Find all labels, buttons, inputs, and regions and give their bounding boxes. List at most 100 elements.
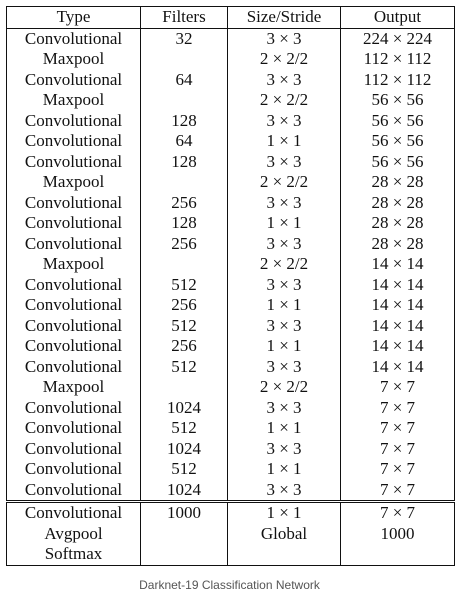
cell-filters: 1024 — [140, 479, 228, 502]
cell-output: 224 × 224 — [340, 28, 455, 49]
cell-filters: 64 — [140, 131, 228, 152]
cell-size-stride: 3 × 3 — [227, 397, 341, 418]
cell-output: 56 × 56 — [340, 151, 455, 172]
cell-size-stride: 3 × 3 — [227, 233, 341, 254]
cell-output — [340, 544, 455, 565]
cell-output: 14 × 14 — [340, 315, 455, 336]
cell-type: Convolutional — [24, 459, 123, 478]
cell-output: 14 × 14 — [340, 356, 455, 377]
architecture-table: Type Filters Size/Stride Output Convolut… — [6, 6, 455, 566]
cell-output: 28 × 28 — [340, 192, 455, 213]
cell-output: 112 × 112 — [340, 49, 455, 70]
cell-filters — [140, 49, 228, 70]
cell-size-stride: 2 × 2/2 — [227, 172, 341, 193]
table-row: Convolutional 256 3 × 3 28 × 28 — [7, 233, 455, 254]
cell-output: 7 × 7 — [340, 377, 455, 398]
table-row: Maxpool 2 × 2/2 28 × 28 — [7, 172, 455, 193]
cell-type: Convolutional — [24, 192, 123, 212]
cell-filters: 1000 — [140, 500, 228, 524]
cell-type: Convolutional — [24, 418, 123, 437]
cell-output: 56 × 56 — [340, 131, 455, 152]
table-row: Convolutional 128 1 × 1 28 × 28 — [7, 213, 455, 234]
table-row: Maxpool 2 × 2/2 56 × 56 — [7, 90, 455, 111]
table-row: Convolutional 128 3 × 3 56 × 56 — [7, 110, 455, 131]
cell-filters: 256 — [140, 233, 228, 254]
cell-output: 28 × 28 — [340, 213, 455, 234]
cell-size-stride: 1 × 1 — [227, 131, 341, 152]
cell-filters — [140, 523, 228, 544]
table-row: Maxpool 2 × 2/2 112 × 112 — [7, 49, 455, 70]
cell-size-stride: 2 × 2/2 — [227, 49, 341, 70]
cell-output: 14 × 14 — [340, 295, 455, 316]
cell-output: 7 × 7 — [340, 397, 455, 418]
cell-type: Convolutional — [24, 233, 123, 253]
cell-size-stride: 1 × 1 — [227, 336, 341, 357]
cell-type: Softmax — [44, 544, 103, 563]
cell-size-stride: Global — [227, 523, 341, 544]
cell-type: Convolutional — [24, 356, 123, 376]
cell-output: 1000 — [340, 523, 455, 544]
cell-size-stride: 3 × 3 — [227, 315, 341, 336]
cell-filters: 256 — [140, 295, 228, 316]
cell-output: 56 × 56 — [340, 110, 455, 131]
cell-filters: 128 — [140, 151, 228, 172]
cell-filters: 512 — [140, 315, 228, 336]
cell-output: 28 × 28 — [340, 233, 455, 254]
figure-caption: Darknet-19 Classification Network — [139, 578, 320, 592]
cell-type: Convolutional — [24, 28, 123, 48]
cell-filters: 1024 — [140, 438, 228, 459]
table-row: Convolutional 512 3 × 3 14 × 14 — [7, 315, 455, 336]
table-row: Convolutional 512 3 × 3 14 × 14 — [7, 274, 455, 295]
cell-filters: 256 — [140, 336, 228, 357]
cell-output: 7 × 7 — [340, 479, 455, 502]
cell-output: 7 × 7 — [340, 500, 455, 524]
cell-filters: 64 — [140, 69, 228, 90]
cell-type: Convolutional — [24, 213, 123, 232]
cell-type: Convolutional — [24, 315, 123, 335]
table-row: Convolutional 256 3 × 3 28 × 28 — [7, 192, 455, 213]
cell-filters: 512 — [140, 459, 228, 480]
table-row: Avgpool Global 1000 — [7, 523, 455, 544]
header-size-stride: Size/Stride — [227, 6, 341, 29]
cell-output: 14 × 14 — [340, 254, 455, 275]
cell-type: Convolutional — [24, 397, 123, 417]
cell-size-stride: 2 × 2/2 — [227, 90, 341, 111]
cell-filters: 512 — [140, 274, 228, 295]
cell-type: Convolutional — [6, 500, 141, 524]
table-row: Convolutional 64 3 × 3 112 × 112 — [7, 69, 455, 90]
header-output: Output — [340, 6, 455, 29]
cell-filters — [140, 90, 228, 111]
cell-type: Maxpool — [42, 377, 105, 396]
cell-size-stride: 3 × 3 — [227, 69, 341, 90]
table-row: Convolutional 256 1 × 1 14 × 14 — [7, 295, 455, 316]
cell-filters — [140, 544, 228, 565]
cell-size-stride: 3 × 3 — [227, 479, 341, 502]
table-row: Softmax — [7, 544, 455, 565]
cell-filters — [140, 254, 228, 275]
cell-output: 112 × 112 — [340, 69, 455, 90]
cell-filters: 512 — [140, 356, 228, 377]
architecture-table-wrapper: Type Filters Size/Stride Output Convolut… — [6, 6, 455, 566]
header-filters: Filters — [140, 6, 228, 29]
cell-size-stride: 1 × 1 — [227, 500, 341, 524]
table-row: Convolutional 128 3 × 3 56 × 56 — [7, 151, 455, 172]
table-header-row: Type Filters Size/Stride Output — [6, 6, 455, 29]
cell-type: Maxpool — [42, 254, 105, 273]
cell-size-stride: 3 × 3 — [227, 438, 341, 459]
cell-filters: 128 — [140, 110, 228, 131]
cell-output: 14 × 14 — [340, 274, 455, 295]
cell-type: Convolutional — [24, 295, 123, 314]
cell-size-stride: 1 × 1 — [227, 213, 341, 234]
table-row: Convolutional 32 3 × 3 224 × 224 — [7, 28, 455, 49]
cell-type: Avgpool — [44, 523, 103, 543]
cell-size-stride: 1 × 1 — [227, 418, 341, 439]
cell-size-stride: 3 × 3 — [227, 274, 341, 295]
cell-type: Convolutional — [24, 438, 123, 458]
cell-size-stride: 3 × 3 — [227, 28, 341, 49]
